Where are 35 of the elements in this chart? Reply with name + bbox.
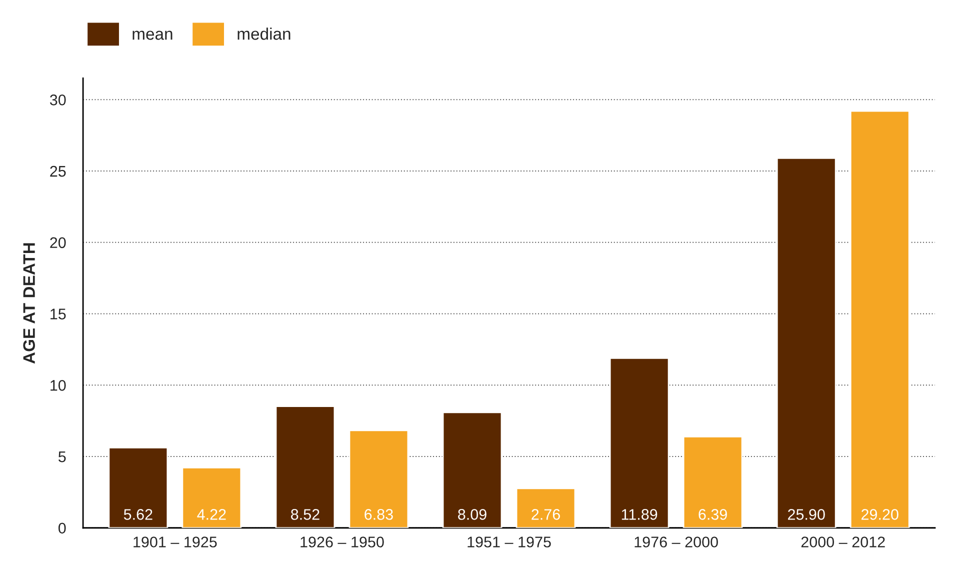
x-tick-label: 1926 – 1950 [300,536,384,548]
x-tick-label: 1951 – 1975 [468,536,551,548]
data-label: 2.76 [532,509,560,520]
data-label: 8.52 [291,509,320,520]
legend-label: median [238,28,290,40]
y-axis-title: AGE AT DEATH [23,243,35,364]
x-tick-label: 1976 – 2000 [634,536,718,548]
bar [516,488,576,528]
y-tick-label: 5 [58,452,66,462]
y-tick-label: 0 [58,522,66,534]
y-tick-label: 30 [50,94,66,106]
bar [182,466,242,528]
data-label: 8.09 [458,509,486,520]
bar [776,157,836,528]
data-label: 6.83 [364,509,393,520]
y-tick-label: 15 [50,308,66,320]
y-tick-label: 20 [50,237,66,248]
x-tick-label: 2000 – 2012 [801,536,885,548]
bar [108,446,168,528]
legend-label: mean [132,30,172,40]
bar [850,110,910,528]
data-label: 29.20 [862,509,898,520]
bar [609,357,670,528]
bar [348,430,409,528]
bar [442,412,502,528]
data-label: 11.89 [622,509,658,520]
bar [682,436,743,528]
data-label: 6.39 [698,509,727,520]
data-label: 25.90 [788,509,825,520]
x-tick-label: 1901 – 1925 [134,536,217,548]
bar [275,406,336,528]
data-label: 5.62 [124,509,152,520]
data-label: 4.22 [197,509,226,520]
y-tick-label: 10 [50,380,66,391]
y-tick-label: 25 [50,166,66,177]
